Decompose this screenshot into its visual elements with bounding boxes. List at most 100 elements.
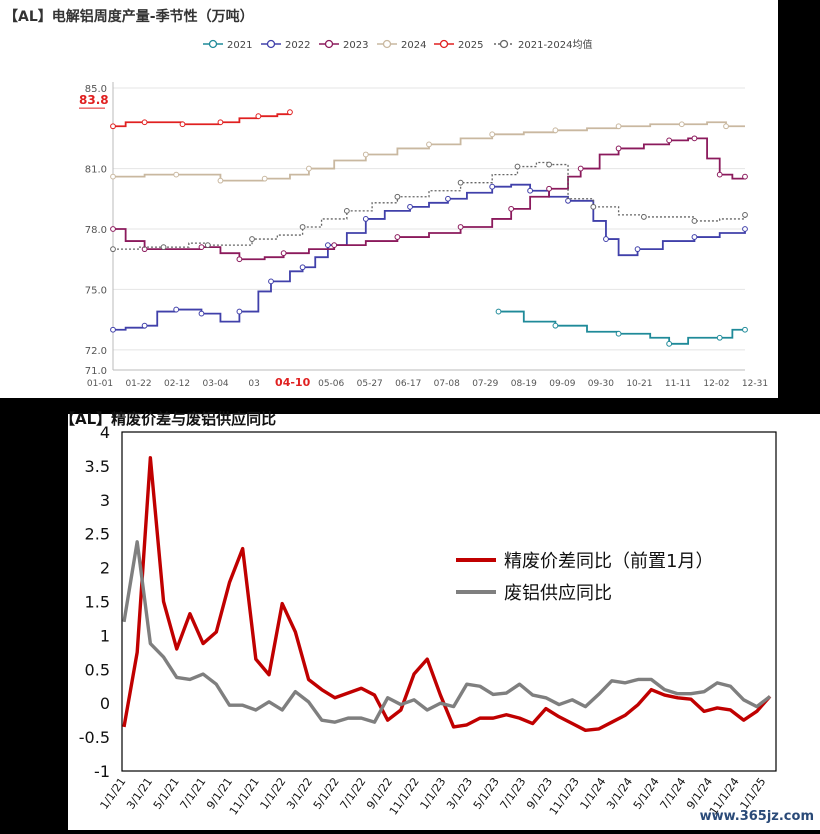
- x-tick-label: 03-04: [203, 379, 229, 389]
- data-point: [552, 322, 559, 329]
- data-point: [261, 175, 268, 182]
- data-point: [691, 218, 698, 224]
- legend-swatch-marker: [266, 39, 276, 49]
- data-point: [407, 203, 413, 210]
- x-tick-label: 3/1/21: [124, 775, 155, 811]
- data-point: [691, 234, 698, 240]
- data-point: [110, 226, 116, 232]
- data-point: [716, 334, 723, 341]
- legend-swatch-marker: [324, 39, 334, 49]
- x-tick-label: 3/1/24: [604, 775, 635, 811]
- data-point: [527, 187, 534, 194]
- watermark-text: www.365jz.com: [699, 809, 814, 824]
- y-tick-label: 1.5: [85, 593, 110, 612]
- series-line: [122, 456, 772, 733]
- y-tick-label: 0.5: [85, 660, 110, 679]
- data-point: [640, 214, 647, 220]
- data-point: [299, 224, 306, 230]
- x-tick-label: 05-06: [318, 379, 344, 389]
- x-tick-label: 02-12: [164, 379, 190, 389]
- data-point: [110, 246, 116, 253]
- data-point: [445, 195, 451, 202]
- data-point: [110, 326, 116, 333]
- data-point: [723, 123, 729, 130]
- data-point: [331, 242, 338, 249]
- legend-label: 2021-2024均值: [518, 38, 593, 51]
- x-tick-label: 05-27: [357, 379, 383, 389]
- x-tick-label: 5/1/21: [151, 775, 182, 811]
- data-point: [603, 236, 609, 242]
- y-tick-label: 1: [100, 626, 110, 645]
- x-tick-label: 12-31: [742, 379, 768, 389]
- data-point: [141, 322, 148, 329]
- data-point: [217, 177, 224, 184]
- data-point: [590, 203, 597, 210]
- y-tick-label: 2: [100, 559, 110, 578]
- x-tick-label: 10-21: [626, 379, 652, 389]
- data-point: [204, 242, 211, 249]
- data-point: [141, 119, 148, 126]
- x-tick-label: 08-19: [511, 379, 537, 389]
- data-point: [173, 171, 180, 178]
- y-tick-label: 0: [100, 694, 110, 713]
- x-tick-label: 01-22: [125, 379, 151, 389]
- data-point: [236, 308, 243, 315]
- data-point: [666, 137, 673, 144]
- chart2-title: 【AL】精废价差与废铝供应同比: [60, 410, 277, 428]
- data-point: [552, 127, 559, 134]
- series-line: [113, 121, 745, 182]
- data-point: [362, 151, 369, 158]
- x-tick-label: 7/1/23: [498, 775, 529, 811]
- data-point: [489, 131, 496, 138]
- data-point: [742, 173, 748, 180]
- legend-label: 2021: [227, 40, 252, 51]
- y-tick-label: 78.0: [85, 225, 107, 236]
- series-line: [113, 161, 746, 250]
- legend-label: 废铝供应同比: [504, 583, 612, 604]
- data-point: [249, 236, 255, 242]
- y-tick-label: 3.5: [85, 457, 110, 476]
- y-tick-label: 85.0: [85, 84, 107, 95]
- data-point: [508, 205, 515, 212]
- data-point: [495, 308, 502, 315]
- x-tick-label: 04-10: [275, 376, 311, 389]
- legend-swatch-marker: [499, 39, 509, 49]
- y-tick-label: 2.5: [85, 525, 110, 544]
- data-point: [514, 163, 521, 170]
- seasonal-output-panel: 【AL】电解铝周度产量-季节性（万吨） 85.0 81.0 78.0 75.0 72.0…: [0, 0, 778, 398]
- data-point: [666, 340, 673, 347]
- x-tick-label: 7/1/21: [178, 775, 209, 811]
- x-tick-label: 09-30: [588, 379, 614, 389]
- y-tick-label: 75.0: [85, 285, 107, 296]
- data-point: [299, 264, 306, 271]
- x-tick-label: 12-02: [703, 379, 729, 389]
- x-tick-label: 3/1/23: [444, 775, 475, 811]
- spread-scrap-chart: 43.532.521.510.50-0.5-11/1/213/1/215/1/2…: [79, 423, 777, 817]
- legend-label: 精废价差同比（前置1月）: [504, 551, 713, 572]
- data-point: [110, 123, 116, 130]
- y-tick-label: -1: [94, 762, 110, 781]
- series-line: [498, 310, 745, 345]
- data-point: [198, 310, 205, 317]
- data-point: [173, 306, 180, 313]
- x-tick-label: 3/1/22: [284, 775, 315, 811]
- data-point: [255, 113, 262, 120]
- data-point: [268, 278, 274, 285]
- data-point: [742, 212, 748, 218]
- y-tick-label: 71.0: [85, 366, 107, 377]
- y-tick-label: -0.5: [79, 728, 110, 747]
- x-tick-label: 5/1/22: [311, 775, 342, 811]
- legend-swatch-marker: [382, 39, 392, 49]
- x-tick-label: 11-11: [665, 379, 691, 389]
- data-point: [343, 207, 350, 214]
- data-point: [160, 244, 167, 251]
- data-point: [678, 121, 685, 128]
- chart1-title: 【AL】电解铝周度产量-季节性（万吨）: [4, 9, 254, 25]
- data-point: [306, 165, 312, 172]
- series-line: [113, 137, 746, 261]
- series-line: [122, 540, 772, 724]
- y-tick-label: 4: [100, 423, 110, 442]
- legend-label: 2023: [343, 40, 368, 51]
- data-point: [457, 179, 464, 186]
- x-tick-label: 1/1/22: [258, 775, 289, 811]
